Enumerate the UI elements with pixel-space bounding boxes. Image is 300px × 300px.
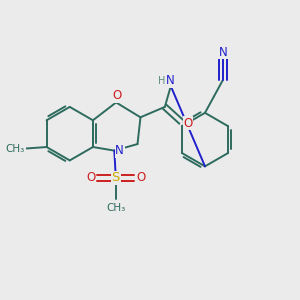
Text: CH₃: CH₃: [106, 203, 125, 213]
Text: H: H: [158, 76, 165, 86]
Text: O: O: [112, 89, 121, 102]
Text: CH₃: CH₃: [6, 143, 25, 154]
Text: S: S: [112, 171, 120, 184]
Text: N: N: [115, 144, 124, 157]
Text: O: O: [86, 171, 95, 184]
Text: O: O: [183, 117, 192, 130]
Text: N: N: [218, 46, 227, 59]
Text: N: N: [166, 74, 175, 87]
Text: O: O: [136, 171, 146, 184]
